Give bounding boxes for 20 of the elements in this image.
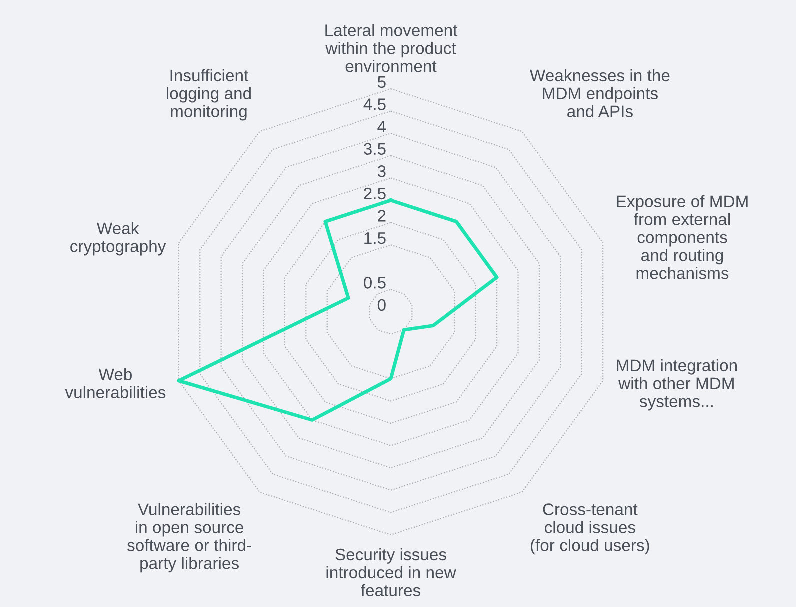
spoke-label: Cross-tenant cloud issues (for cloud users) (530, 504, 650, 555)
spoke-label: Exposure of MDM from external components and routing mechanisms (617, 195, 748, 280)
spoke-label: Vulnerabilities in open source software or third- party libraries (127, 503, 252, 573)
y-tick-label: 3.5 (364, 143, 386, 156)
spoke-label: MDM integration with other MDM systems... (617, 359, 737, 411)
y-tick-label: 0.5 (364, 277, 386, 289)
y-tick-label: 1.5 (364, 232, 386, 244)
y-tick-label: 2 (378, 210, 386, 222)
spoke-label: Weak cryptography (70, 222, 166, 256)
spoke-label: Web vulnerabilities (65, 368, 166, 398)
spoke-label: Insufficient logging and monitoring (167, 69, 251, 121)
y-tick-label: 0 (378, 299, 386, 312)
spoke-label: Security issues introduced in new features (326, 548, 456, 597)
y-tick-label: 3 (378, 166, 386, 178)
y-tick-label: 4.5 (364, 98, 386, 110)
y-tick-label: 4 (378, 121, 386, 133)
y-tick-label: 5 (378, 76, 386, 88)
spoke-label: Weaknesses in the MDM endpoints and APIs (530, 69, 670, 118)
spoke-label: Lateral movement within the product environment (326, 24, 458, 72)
y-tick-label: 2.5 (364, 188, 386, 200)
